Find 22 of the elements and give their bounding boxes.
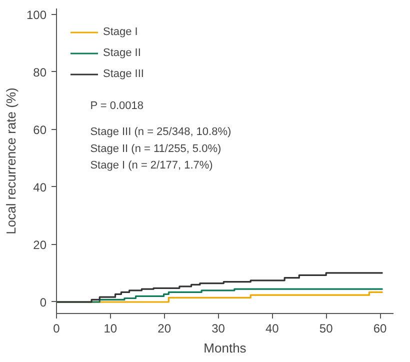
legend-label: Stage III (103, 68, 144, 80)
x-tick-label: 30 (212, 322, 226, 336)
y-tick-label: 40 (33, 180, 47, 194)
annotation: P = 0.0018 (90, 100, 144, 112)
y-tick-label: 60 (33, 122, 47, 137)
y-tick-label: 80 (33, 65, 47, 80)
y-axis-title: Local recurrence rate (%) (3, 88, 18, 234)
annotation: Stage II (n = 11/255, 5.0%) (90, 142, 222, 155)
x-tick-label: 50 (319, 322, 334, 336)
x-tick-label: 40 (266, 322, 280, 336)
annotation: Stage III (n = 25/348, 10.8%) (90, 126, 232, 138)
x-axis-title: Months (204, 340, 247, 356)
y-tick-label: 0 (40, 295, 47, 310)
x-tick-label: 20 (158, 322, 172, 336)
x-tick-label: 10 (104, 322, 118, 336)
legend-label: Stage II (103, 47, 141, 59)
x-tick-label: 60 (373, 322, 388, 336)
annotation: Stage I (n = 2/177, 1.7%) (90, 160, 213, 172)
y-tick-label: 20 (33, 238, 47, 252)
x-tick-label: 0 (53, 322, 60, 336)
legend-label: Stage I (103, 26, 138, 38)
y-tick-label: 100 (26, 8, 47, 22)
